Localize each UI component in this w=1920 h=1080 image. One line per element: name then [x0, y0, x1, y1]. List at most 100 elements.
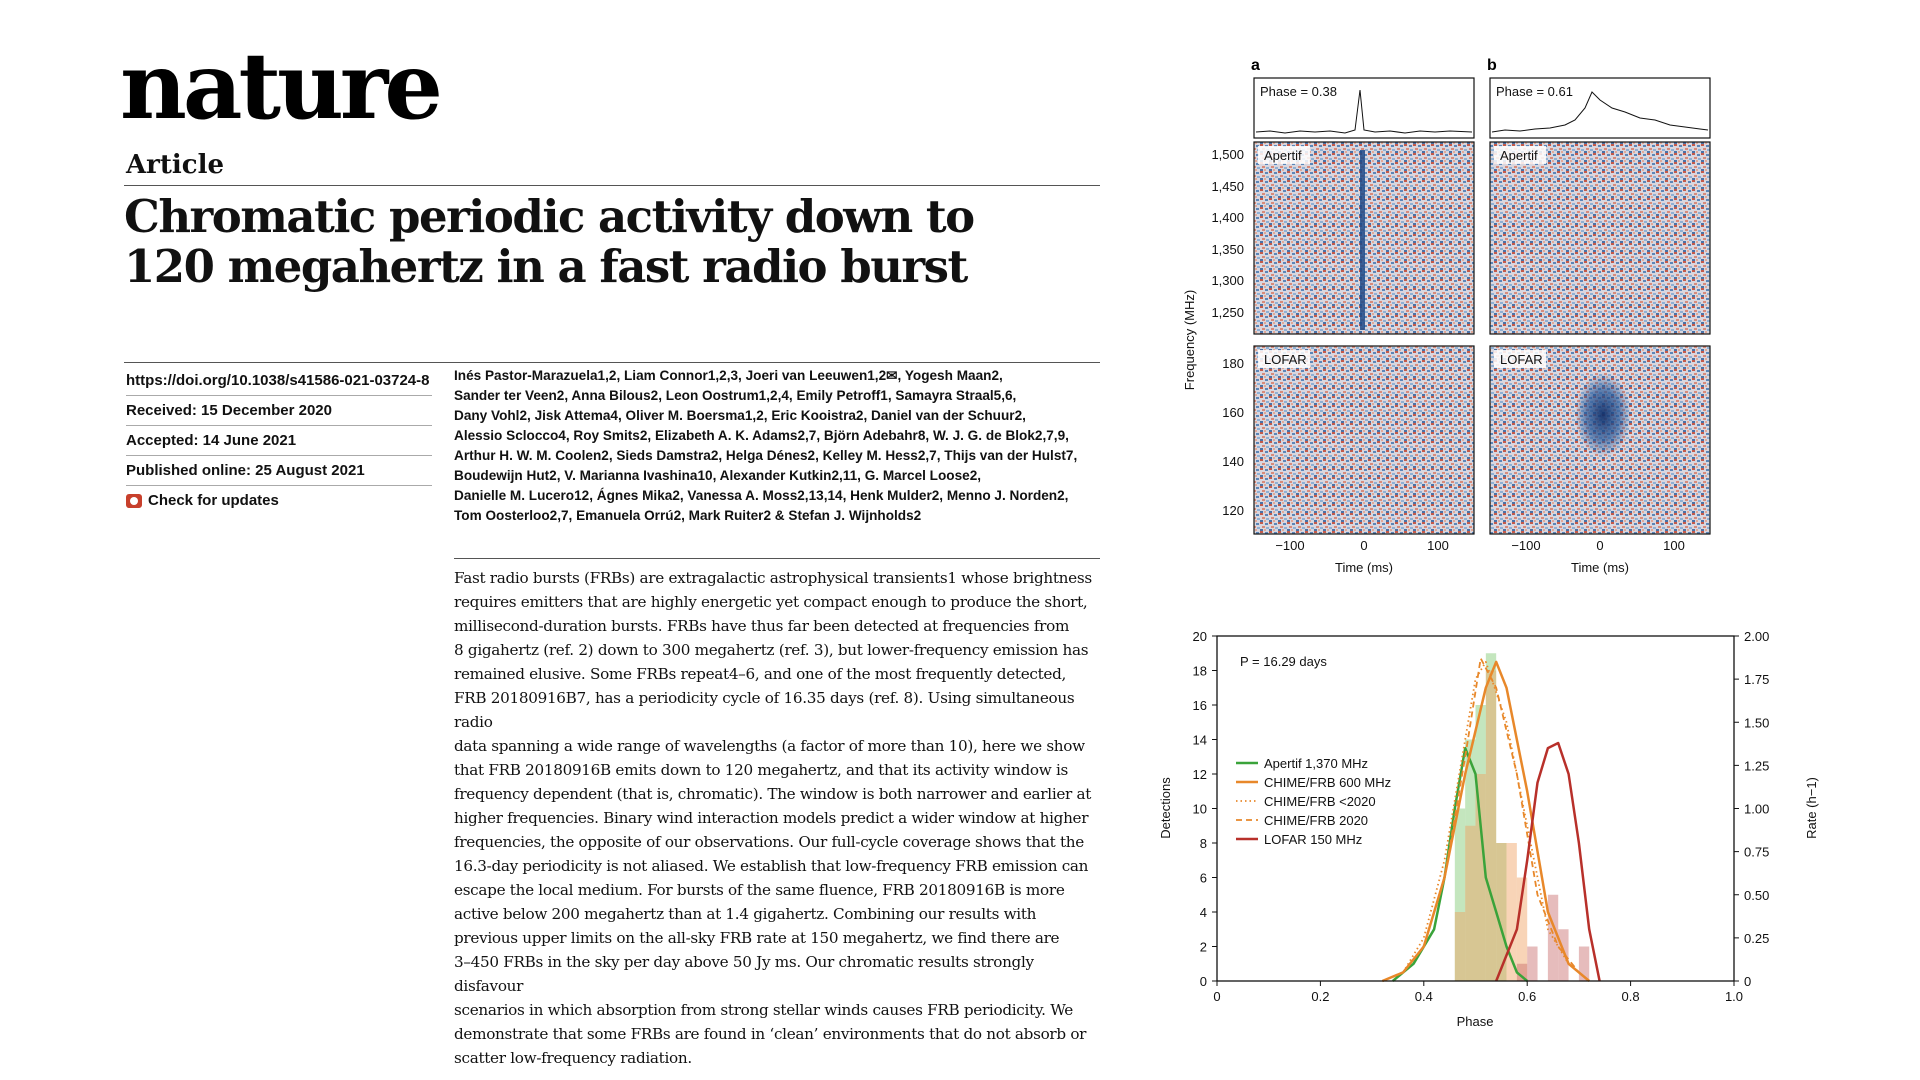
legend-label: CHIME/FRB 2020: [1264, 813, 1368, 828]
abstract-line: demonstrate that some FRBs are found in …: [454, 1025, 1087, 1043]
published-date: Published online: 25 August 2021: [126, 456, 432, 486]
x-tick-label: 0: [1213, 989, 1220, 1004]
y-tick-label: 140: [1222, 454, 1244, 469]
y-tick-label: 1,400: [1211, 210, 1244, 225]
x-tick-label: 1.0: [1725, 989, 1743, 1004]
y-right-tick-label: 1.00: [1744, 802, 1769, 817]
y-right-tick-label: 0.25: [1744, 931, 1769, 946]
abstract-line: previous upper limits on the all-sky FRB…: [454, 929, 1060, 947]
histogram-bar: [1506, 843, 1517, 981]
y-tick-label: 1,500: [1211, 147, 1244, 162]
y-axis-label: Detections: [1158, 777, 1173, 839]
panel-b-lofar-label: LOFAR: [1500, 352, 1543, 367]
apertif-label-bg: [1258, 146, 1310, 164]
panel-a-label: a: [1251, 57, 1260, 74]
legend-label: CHIME/FRB 600 MHz: [1264, 775, 1391, 790]
x-tick-label: 0: [1596, 538, 1603, 553]
author-line: Alessio Sclocco4, Roy Smits2, Elizabeth …: [454, 428, 1069, 443]
abstract-line: scatter low-frequency radiation.: [454, 1049, 692, 1067]
abstract-line: 8 gigahertz (ref. 2) down to 300 megaher…: [454, 641, 1089, 659]
article-title: Chromatic periodic activity down to 120 …: [124, 192, 1104, 292]
y-tick-label: 6: [1200, 871, 1207, 886]
histogram-bar: [1547, 894, 1559, 981]
lofar-label-bg: [1258, 350, 1310, 368]
histogram-bar: [1578, 946, 1590, 981]
panel-a-profile-line: [1255, 89, 1473, 134]
author-line: Boudewijn Hut2, V. Marianna Ivashina10, …: [454, 468, 982, 483]
y-tick-label: 2: [1200, 940, 1207, 955]
panel-a-burst-track: [1360, 150, 1365, 330]
x-axis-label: Phase: [1457, 1014, 1494, 1029]
panel-a-apertif-spectrum: [1253, 141, 1475, 335]
histogram-bar: [1527, 946, 1538, 981]
y-tick-label: 1,250: [1211, 305, 1244, 320]
y-tick-label: 20: [1193, 629, 1207, 644]
series-line: [1392, 746, 1529, 982]
x-tick-label: 0.6: [1518, 989, 1536, 1004]
panel-a-profile-frame: [1253, 77, 1475, 139]
author-line: Tom Oosterloo2,7, Emanuela Orrú2, Mark R…: [454, 508, 922, 523]
histogram-bar: [1485, 653, 1497, 981]
histogram-bar: [1465, 825, 1476, 981]
check-updates-icon: [126, 493, 142, 508]
histogram-bar: [1485, 670, 1497, 981]
y-tick-label: 4: [1200, 905, 1207, 920]
abstract-line: 16.3-day periodicity is not aliased. We …: [454, 857, 1089, 875]
series-line: [1382, 657, 1590, 982]
y-tick-label: 1,450: [1211, 179, 1244, 194]
histogram-bar: [1558, 929, 1569, 981]
abstract-line: Fast radio bursts (FRBs) are extragalact…: [454, 569, 1092, 587]
y-tick-label: 1,350: [1211, 242, 1244, 257]
y-right-tick-label: 0.50: [1744, 888, 1769, 903]
x-axis-label-a: Time (ms): [1335, 560, 1393, 575]
author-line: Inés Pastor-Marazuela1,2, Liam Connor1,2…: [454, 368, 1003, 383]
panel-b-apertif-label: Apertif: [1500, 148, 1538, 163]
legend-label: LOFAR 150 MHz: [1264, 832, 1362, 847]
panel-b-profile-frame: [1489, 77, 1711, 139]
header-rule: [124, 185, 1100, 186]
author-line: Arthur H. W. M. Coolen2, Sieds Damstra2,…: [454, 448, 1078, 463]
x-tick-label: −100: [1275, 538, 1304, 553]
histogram-layer: [1454, 653, 1590, 981]
check-updates-link[interactable]: Check for updates: [126, 486, 432, 515]
x-tick-label: 0: [1360, 538, 1367, 553]
y-tick-label: 8: [1200, 836, 1207, 851]
panel-b-phase: Phase = 0.61: [1496, 84, 1573, 99]
series-line: [1381, 660, 1591, 983]
abstract-line: higher frequencies. Binary wind interact…: [454, 809, 1089, 827]
period-annotation: P = 16.29 days: [1240, 654, 1327, 669]
abstract-line: frequencies, the opposite of our observa…: [454, 833, 1084, 851]
y-tick-label: 10: [1193, 802, 1207, 817]
abstract-line: frequency dependent (that is, chromatic)…: [454, 785, 1092, 803]
author-list: Inés Pastor-Marazuela1,2, Liam Connor1,2…: [454, 366, 1094, 526]
author-line: Sander ter Veen2, Anna Bilous2, Leon Oos…: [454, 388, 1017, 403]
panel-b-label: b: [1487, 57, 1497, 74]
received-date: Received: 15 December 2020: [126, 396, 432, 426]
abstract: Fast radio bursts (FRBs) are extragalact…: [454, 566, 1094, 1070]
histogram-bar: [1454, 912, 1466, 981]
curve-layer: [1381, 657, 1601, 983]
y-right-tick-label: 1.25: [1744, 758, 1769, 773]
y-axis-label: Frequency (MHz): [1182, 290, 1197, 390]
x-tick-label: 100: [1427, 538, 1449, 553]
panel-a-phase: Phase = 0.38: [1260, 84, 1337, 99]
article-type-label: Article: [126, 150, 225, 180]
plot-frame: [1216, 635, 1735, 982]
journal-logo[interactable]: nature: [120, 32, 443, 140]
title-line-1: Chromatic periodic activity down to: [124, 190, 975, 243]
abstract-line: active below 200 megahertz than at 1.4 g…: [454, 905, 1037, 923]
panel-b-lofar-spectrum: [1489, 345, 1711, 535]
doi-link[interactable]: https://doi.org/10.1038/s41586-021-03724…: [126, 366, 432, 396]
abstract-line: millisecond-duration bursts. FRBs have t…: [454, 617, 1070, 635]
panel-b-profile-line: [1491, 91, 1709, 133]
panel-a-lofar-label: LOFAR: [1264, 352, 1307, 367]
abstract-line: that FRB 20180916B emits down to 120 meg…: [454, 761, 1069, 779]
author-line: Dany Vohl2, Jisk Attema4, Oliver M. Boer…: [454, 408, 1026, 423]
panel-b-apertif-spectrum: [1489, 141, 1711, 335]
legend: Apertif 1,370 MHz CHIME/FRB 600 MHz CHIME/…: [1236, 756, 1391, 847]
article-metadata: https://doi.org/10.1038/s41586-021-03724…: [126, 366, 432, 515]
y-right-tick-label: 0.75: [1744, 845, 1769, 860]
check-updates-label: Check for updates: [148, 492, 279, 509]
abstract-line: scenarios in which absorption from stron…: [454, 1001, 1073, 1019]
author-line: Danielle M. Lucero12, Ágnes Mika2, Vanes…: [454, 488, 1069, 503]
